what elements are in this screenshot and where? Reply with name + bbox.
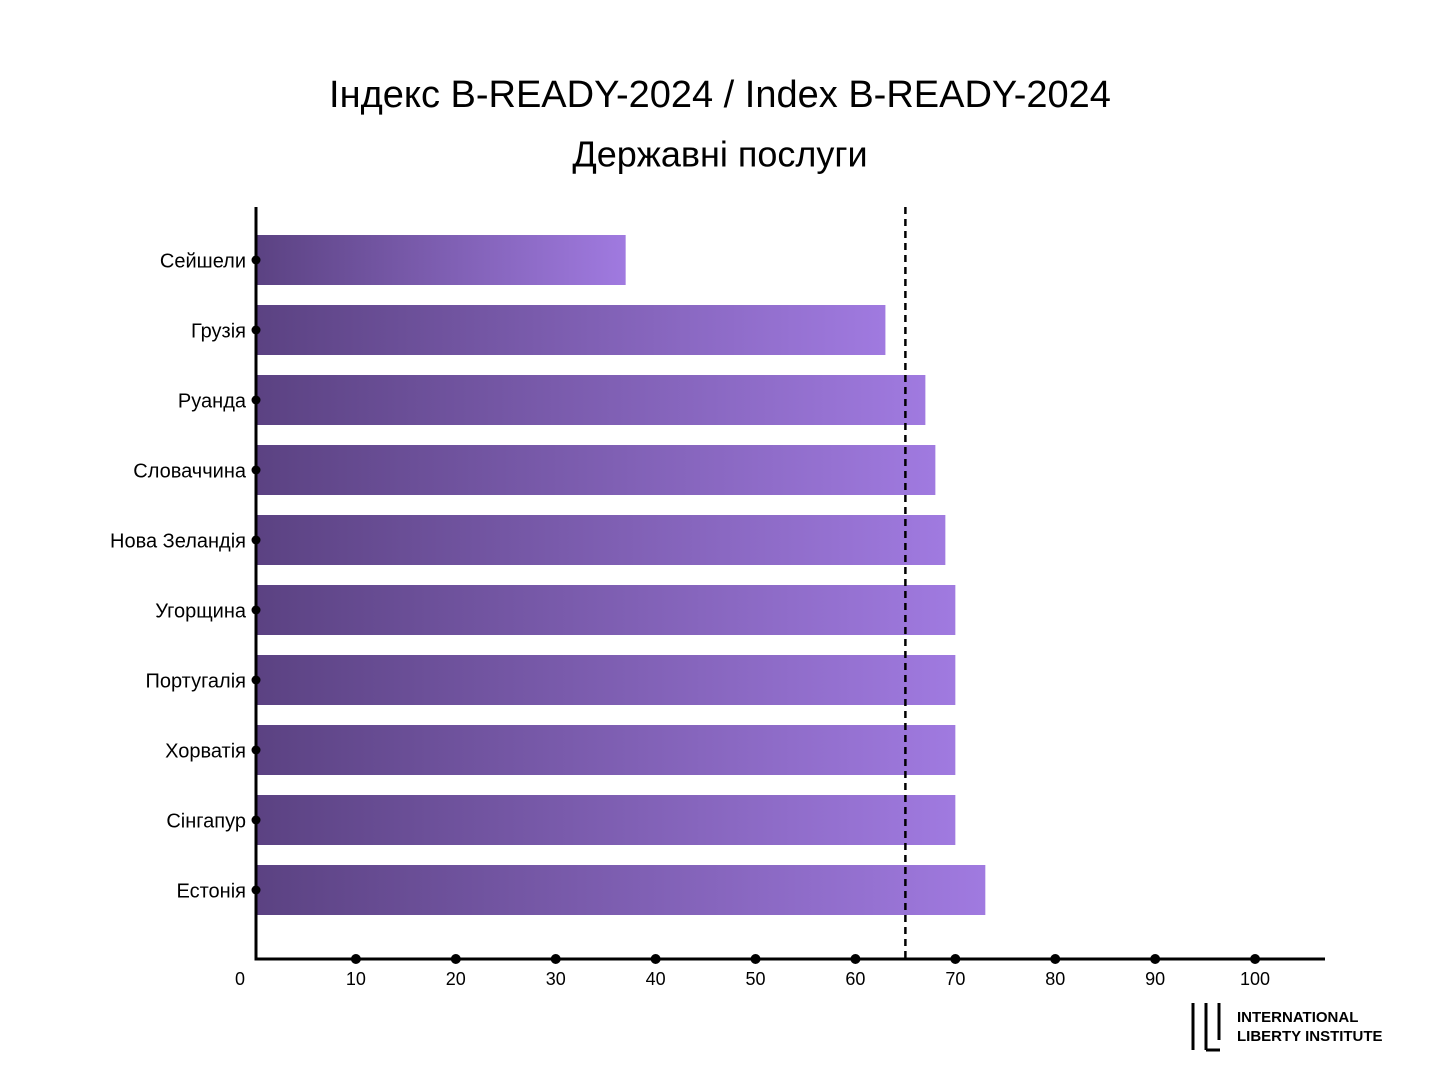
- x-tick-label: 50: [746, 969, 766, 989]
- tick-mark: [850, 954, 861, 964]
- logo: INTERNATIONAL LIBERTY INSTITUTE: [1191, 1003, 1383, 1052]
- bar: [256, 445, 936, 495]
- y-tick-label: Нова Зеландія: [110, 530, 246, 552]
- bar: [256, 305, 886, 355]
- bar: [256, 725, 956, 775]
- x-tick-label: 60: [845, 969, 865, 989]
- x-tick-label: 30: [546, 969, 566, 989]
- x-tick-label: 70: [945, 969, 965, 989]
- logo-text: INTERNATIONAL: [1237, 1009, 1358, 1026]
- y-tick-label: Сейшели: [160, 250, 246, 272]
- tick-mark: [950, 954, 961, 964]
- x-tick-label: 40: [646, 969, 666, 989]
- bar: [256, 235, 626, 285]
- y-tick-label: Португалія: [146, 670, 247, 692]
- tick-mark: [1050, 954, 1061, 964]
- y-tick-label: Хорватія: [165, 740, 246, 762]
- y-tick-label: Словаччина: [133, 460, 247, 482]
- chart-subtitle: Державні послуги: [572, 134, 867, 175]
- y-tick-label: Руанда: [178, 390, 247, 412]
- y-tick-label: Естонія: [177, 880, 247, 902]
- bar: [256, 585, 956, 635]
- tick-mark: [550, 954, 561, 964]
- y-tick-label: Угорщина: [155, 600, 247, 622]
- tick-mark: [750, 954, 761, 964]
- tick-mark: [450, 954, 461, 964]
- bar: [256, 375, 926, 425]
- x-tick-label: 20: [446, 969, 466, 989]
- y-tick-label: Грузія: [191, 320, 246, 342]
- logo-text: LIBERTY INSTITUTE: [1237, 1028, 1383, 1045]
- tick-mark: [1150, 954, 1161, 964]
- x-tick-label: 10: [346, 969, 366, 989]
- bar: [256, 795, 956, 845]
- tick-mark: [650, 954, 661, 964]
- y-tick-label: Сінгапур: [166, 810, 246, 832]
- x-tick-label: 0: [235, 969, 245, 989]
- tick-mark: [350, 954, 361, 964]
- bar: [256, 865, 986, 915]
- tick-mark: [1250, 954, 1261, 964]
- chart-title: Індекс B-READY-2024 / Index B-READY-2024: [329, 74, 1111, 116]
- x-tick-label: 90: [1145, 969, 1165, 989]
- x-tick-label: 100: [1240, 969, 1270, 989]
- x-tick-label: 80: [1045, 969, 1065, 989]
- bar: [256, 655, 956, 705]
- bar: [256, 515, 946, 565]
